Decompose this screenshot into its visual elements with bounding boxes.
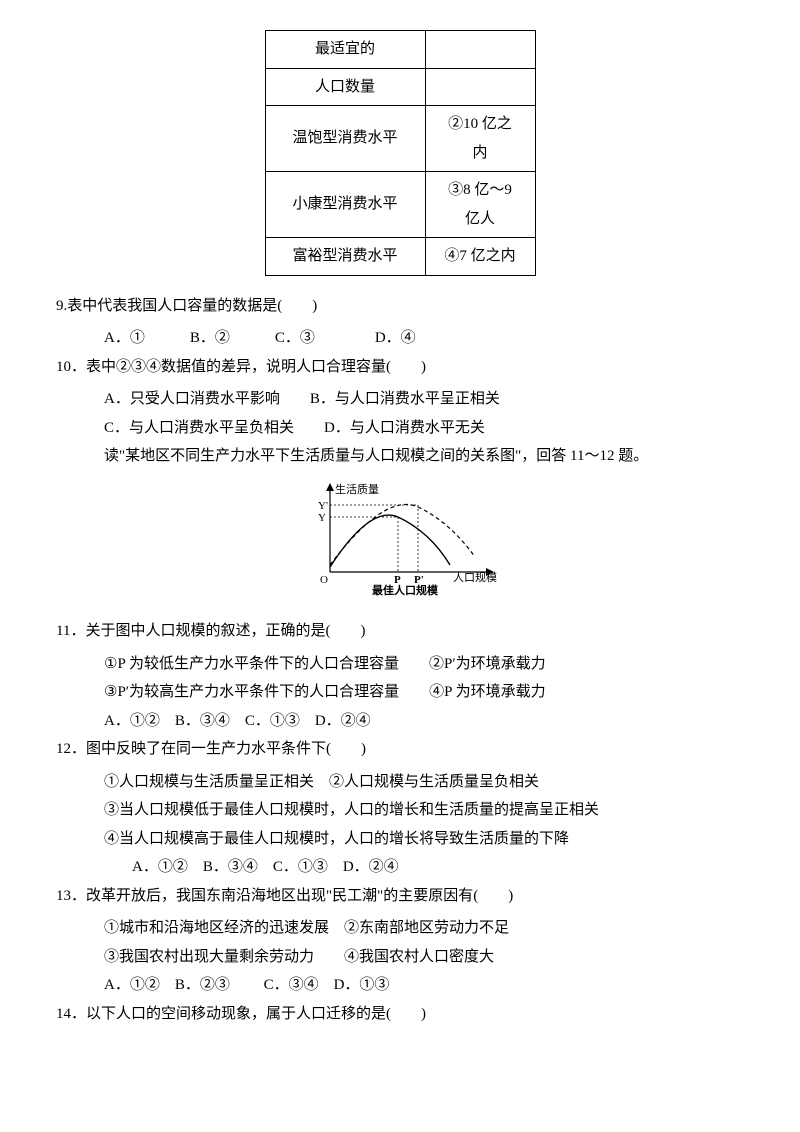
q12-line3: ④当人口规模高于最佳人口规模时，人口的增长将导致生活质量的下降	[56, 825, 744, 854]
cell-right	[425, 68, 535, 106]
table-row: 最适宜的	[265, 31, 535, 69]
cell-left: 温饱型消费水平	[265, 106, 425, 172]
context-11-12: 读"某地区不同生产力水平下生活质量与人口规模之间的关系图"，回答 11～12 题…	[56, 442, 744, 471]
chart-y-label: 生活质量	[335, 482, 379, 496]
cell-right: ④7 亿之内	[425, 238, 535, 276]
table-row: 富裕型消费水平 ④7 亿之内	[265, 238, 535, 276]
q9-stem: 9.表中代表我国人口容量的数据是( )	[56, 292, 744, 321]
q13-line2: ③我国农村出现大量剩余劳动力 ④我国农村人口密度大	[56, 943, 744, 972]
q13-line1: ①城市和沿海地区经济的迅速发展 ②东南部地区劳动力不足	[56, 914, 744, 943]
q13-options: A．①② B．②③ C．③④ D．①③	[56, 971, 744, 1000]
chart-x-label: 人口规模	[453, 570, 497, 584]
cell-left: 最适宜的	[265, 31, 425, 69]
q12-line2: ③当人口规模低于最佳人口规模时，人口的增长和生活质量的提高呈正相关	[56, 796, 744, 825]
cell-left: 富裕型消费水平	[265, 238, 425, 276]
quality-population-chart: 生活质量 Y' Y O P P' 人口规模 最佳人口规模	[56, 477, 744, 608]
q11-options: A．①② B．③④ C．①③ D．②④	[56, 707, 744, 736]
q11-stem: 11．关于图中人口规模的叙述，正确的是( )	[56, 617, 744, 646]
chart-y-tick1: Y'	[318, 500, 328, 512]
table-row: 小康型消费水平 ③8 亿～9亿人	[265, 172, 535, 238]
q10-stem: 10．表中②③④数据值的差异，说明人口合理容量( )	[56, 353, 744, 382]
q10-line1: A．只受人口消费水平影响 B．与人口消费水平呈正相关	[56, 385, 744, 414]
chart-y-tick2: Y	[318, 512, 326, 524]
q14-stem: 14．以下人口的空间移动现象，属于人口迁移的是( )	[56, 1000, 744, 1029]
cell-right: ②10 亿之内	[425, 106, 535, 172]
q12-stem: 12．图中反映了在同一生产力水平条件下( )	[56, 735, 744, 764]
q13-stem: 13．改革开放后，我国东南沿海地区出现"民工潮"的主要原因有( )	[56, 882, 744, 911]
q12-line1: ①人口规模与生活质量呈正相关 ②人口规模与生活质量呈负相关	[56, 768, 744, 797]
q11-line2: ③P′为较高生产力水平条件下的人口合理容量 ④P 为环境承载力	[56, 678, 744, 707]
population-table: 最适宜的 人口数量 温饱型消费水平 ②10 亿之内 小康型消费水平 ③8 亿～9…	[265, 30, 536, 276]
chart-origin: O	[320, 574, 328, 586]
cell-right: ③8 亿～9亿人	[425, 172, 535, 238]
cell-left: 人口数量	[265, 68, 425, 106]
q10-line2: C．与人口消费水平呈负相关 D．与人口消费水平无关	[56, 414, 744, 443]
table-row: 温饱型消费水平 ②10 亿之内	[265, 106, 535, 172]
q12-options: A．①② B．③④ C．①③ D．②④	[56, 853, 744, 882]
q9-options: A．① B．② C．③ D．④	[56, 324, 744, 353]
chart-x-sublabel: 最佳人口规模	[372, 583, 439, 597]
q11-line1: ①P 为较低生产力水平条件下的人口合理容量 ②P′为环境承载力	[56, 650, 744, 679]
cell-left: 小康型消费水平	[265, 172, 425, 238]
table-row: 人口数量	[265, 68, 535, 106]
cell-right	[425, 31, 535, 69]
